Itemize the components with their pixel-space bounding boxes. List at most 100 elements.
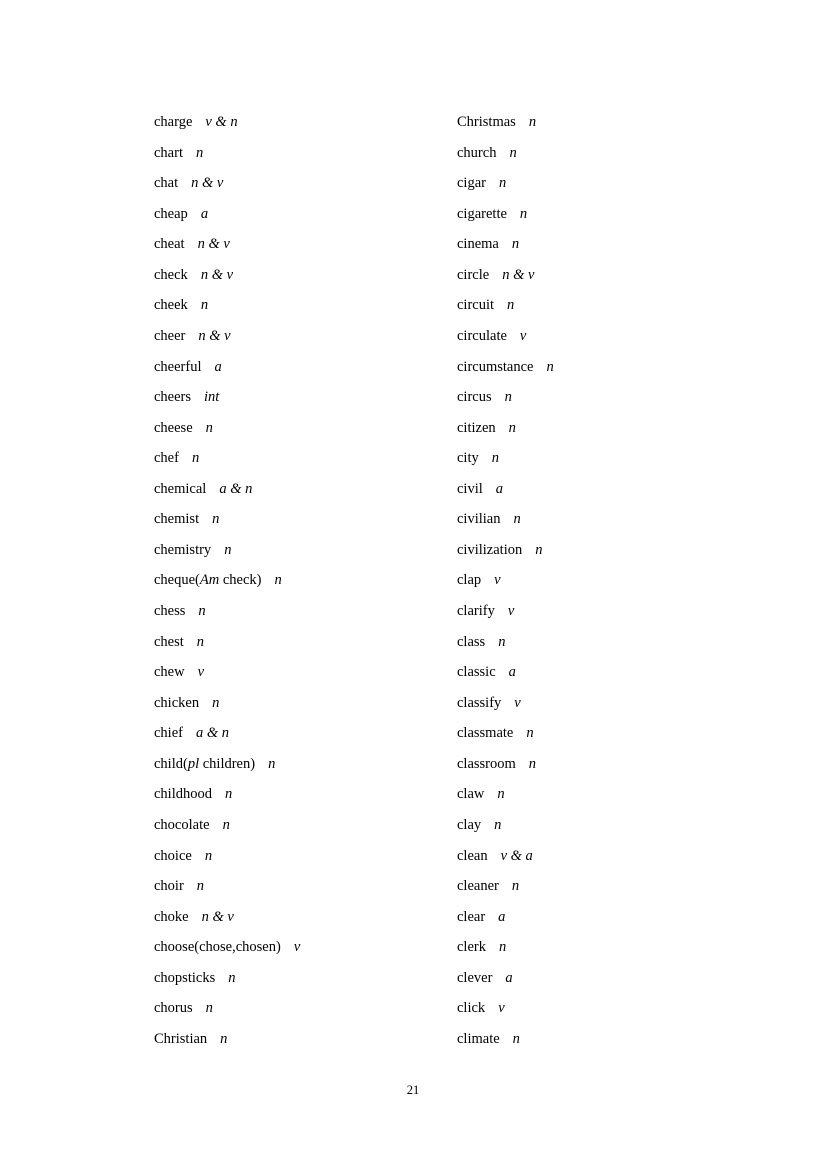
vocab-entry: classmate n — [457, 718, 554, 749]
vocab-entry: classify v — [457, 688, 554, 719]
entry-pos: n — [504, 389, 512, 406]
entry-word: cheap — [154, 205, 188, 222]
entry-word: chemist — [154, 511, 200, 528]
vocab-entry: chef n — [154, 443, 300, 474]
entry-word: civilian — [457, 511, 501, 528]
entry-pos: n — [526, 725, 534, 742]
vocab-entry: chemical a & n — [154, 474, 300, 505]
entry-word: choir — [154, 878, 184, 895]
vocab-entry: civilization n — [457, 535, 554, 566]
entry-pos: n — [513, 511, 521, 528]
entry-word: climate — [457, 1030, 500, 1047]
entry-pos: n — [225, 786, 233, 803]
entry-word-rest: children) — [199, 755, 256, 772]
entry-word: chew — [154, 664, 185, 681]
vocab-entry: clay n — [457, 810, 554, 841]
entry-pos: n & v — [200, 266, 234, 283]
vocab-entry: choir n — [154, 871, 300, 902]
vocab-entry: circle n & v — [457, 260, 554, 291]
vocab-entry: circumstance n — [457, 352, 554, 383]
entry-pos: a — [495, 480, 504, 497]
vocab-entry: chopsticks n — [154, 963, 300, 994]
vocab-entry: church n — [457, 138, 554, 169]
entry-pos: n — [519, 205, 528, 222]
entry-pos: n — [508, 419, 516, 436]
vocab-entry: Christmas n — [457, 107, 554, 138]
entry-word: cheese — [154, 419, 193, 436]
entry-word: cheat — [154, 236, 185, 253]
vocab-entry: clear a — [457, 902, 554, 933]
entry-word: clarify — [457, 603, 495, 619]
vocab-entry: choice n — [154, 841, 300, 872]
vocab-entry: chat n & v — [154, 168, 300, 199]
entry-pos: n — [511, 878, 520, 895]
entry-word: claw — [457, 786, 485, 803]
vocab-entry: chest n — [154, 627, 300, 658]
entry-word: clay — [457, 816, 482, 833]
entry-pos: n — [198, 603, 206, 619]
entry-word: circuit — [457, 297, 495, 314]
vocab-entry: cheer n & v — [154, 321, 300, 352]
entry-word: clean — [457, 847, 488, 864]
vocab-column-right: Christmas n church n cigar n cigarette n cinema n… — [457, 107, 554, 1054]
entry-word-rest: check) — [219, 572, 262, 589]
entry-pos: n — [528, 755, 537, 772]
entry-pos: n — [546, 358, 554, 375]
entry-pos: n — [222, 816, 230, 833]
entry-pos: n — [509, 144, 517, 161]
entry-pos: n — [195, 144, 204, 161]
entry-word: clear — [457, 908, 486, 925]
entry-pos: n — [200, 297, 209, 314]
entry-word: cheerful — [154, 358, 202, 375]
entry-word: chef — [154, 450, 179, 467]
vocab-entry: classroom n — [457, 749, 554, 780]
entry-word-italic: Am — [199, 572, 220, 589]
entry-word: childhood — [154, 786, 212, 803]
entry-pos: n — [511, 236, 520, 253]
vocab-entry: clerk n — [457, 932, 554, 963]
vocab-entry: chocolate n — [154, 810, 300, 841]
entry-word: circle — [457, 266, 490, 283]
entry-pos: a — [214, 358, 222, 375]
entry-word: chicken — [154, 694, 200, 711]
entry-word: classroom — [457, 755, 516, 772]
entry-word: circus — [457, 389, 492, 406]
vocab-entry: civilian n — [457, 504, 554, 535]
vocab-entry: citizen n — [457, 413, 554, 444]
entry-word: chart — [154, 144, 183, 161]
vocab-entry: cleaner n — [457, 871, 554, 902]
entry-word: circulate — [457, 327, 507, 344]
vocab-column-left: charge v & n chart n chat n & v cheap a cheat n &… — [154, 107, 300, 1054]
entry-pos: n — [498, 175, 507, 192]
vocab-entry: chart n — [154, 138, 300, 169]
entry-pos: v — [494, 572, 501, 589]
entry-pos: n — [268, 755, 276, 772]
entry-pos: n & v — [191, 175, 224, 192]
entry-pos: v — [498, 1000, 505, 1017]
entry-pos: n — [224, 541, 232, 558]
vocab-entry: charge v & n — [154, 107, 300, 138]
vocab-entry: choose(chose,chosen) v — [154, 932, 300, 963]
entry-pos: v — [519, 327, 527, 344]
vocab-entry: cheek n — [154, 290, 300, 321]
page-number: 21 — [406, 1083, 420, 1097]
entry-word: chest — [154, 633, 184, 650]
entry-word: chopsticks — [154, 969, 216, 986]
entry-pos: n — [498, 939, 507, 956]
entry-word: Christian — [154, 1030, 208, 1047]
entry-word: chemistry — [154, 541, 212, 558]
entry-pos: v — [514, 694, 521, 711]
vocab-entry: cheese n — [154, 413, 300, 444]
vocab-entry: Christian n — [154, 1024, 300, 1055]
entry-pos: v — [293, 939, 301, 956]
vocab-entry: chemist n — [154, 504, 300, 535]
entry-word: Christmas — [457, 114, 516, 130]
vocab-entry: clarify v — [457, 596, 554, 627]
entry-word: cinema — [457, 236, 499, 253]
entry-word: cigar — [457, 175, 486, 192]
entry-word: chocolate — [154, 816, 210, 833]
entry-word: clap — [457, 572, 482, 589]
vocab-entry: cigar n — [457, 168, 554, 199]
entry-pos: n — [196, 633, 205, 650]
vocab-entry: clean v & a — [457, 841, 554, 872]
